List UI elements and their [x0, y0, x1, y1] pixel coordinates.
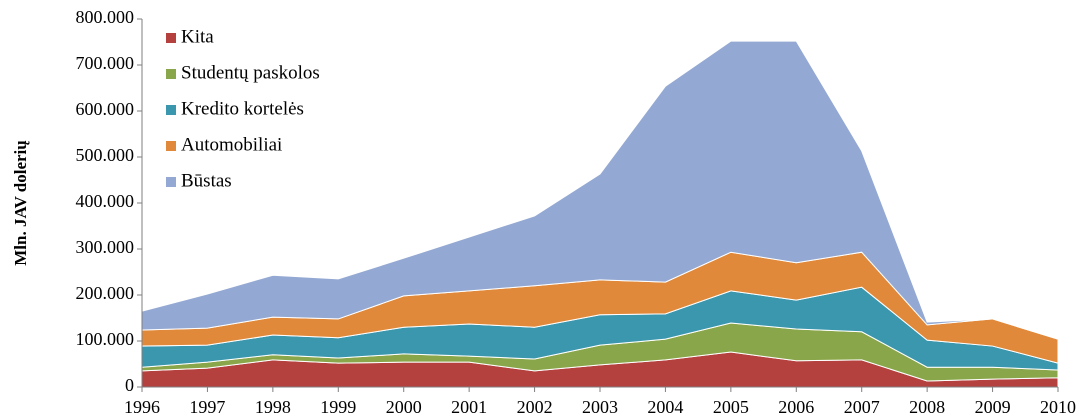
legend-swatch: [166, 141, 176, 151]
y-axis-label: Mln. JAV dolerių: [11, 140, 30, 265]
x-tick-label: 1998: [255, 397, 291, 417]
x-tick-label: 2009: [975, 397, 1011, 417]
legend-label: Kredito kortelės: [181, 98, 304, 119]
y-tick-label: 200.000: [76, 283, 135, 303]
area: [141, 40, 1059, 340]
x-tick-label: 1997: [189, 397, 225, 417]
x-tick-label: 1999: [320, 397, 356, 417]
y-tick-label: 300.000: [76, 237, 135, 257]
y-tick-label: 800.000: [76, 7, 135, 27]
legend-swatch: [166, 69, 176, 79]
x-tick-label: 1996: [124, 397, 160, 417]
x-tick-label: 2002: [517, 397, 553, 417]
y-tick-label: 400.000: [76, 191, 135, 211]
legend-label: Automobiliai: [181, 134, 282, 155]
legend-label: Kita: [181, 26, 214, 47]
y-tick-label: 500.000: [76, 145, 135, 165]
x-tick-label: 2010: [1040, 397, 1076, 417]
x-tick-label: 2005: [713, 397, 749, 417]
y-tick-label: 100.000: [76, 329, 135, 349]
x-tick-label: 2000: [386, 397, 422, 417]
x-tick-label: 2004: [647, 397, 683, 417]
x-tick-label: 2003: [582, 397, 618, 417]
x-tick-label: 2008: [909, 397, 945, 417]
x-tick-label: 2007: [844, 397, 880, 417]
legend-label: Būstas: [181, 170, 232, 191]
legend-swatch: [166, 105, 176, 115]
y-tick-label: 700.000: [76, 53, 135, 73]
y-tick-label: 0: [125, 375, 134, 395]
x-tick-label: 2006: [778, 397, 814, 417]
x-tick-label: 2001: [451, 397, 487, 417]
y-tick-label: 600.000: [76, 99, 135, 119]
legend-swatch: [166, 177, 176, 187]
legend-label: Studentų paskolos: [181, 62, 320, 83]
legend-swatch: [166, 33, 176, 43]
